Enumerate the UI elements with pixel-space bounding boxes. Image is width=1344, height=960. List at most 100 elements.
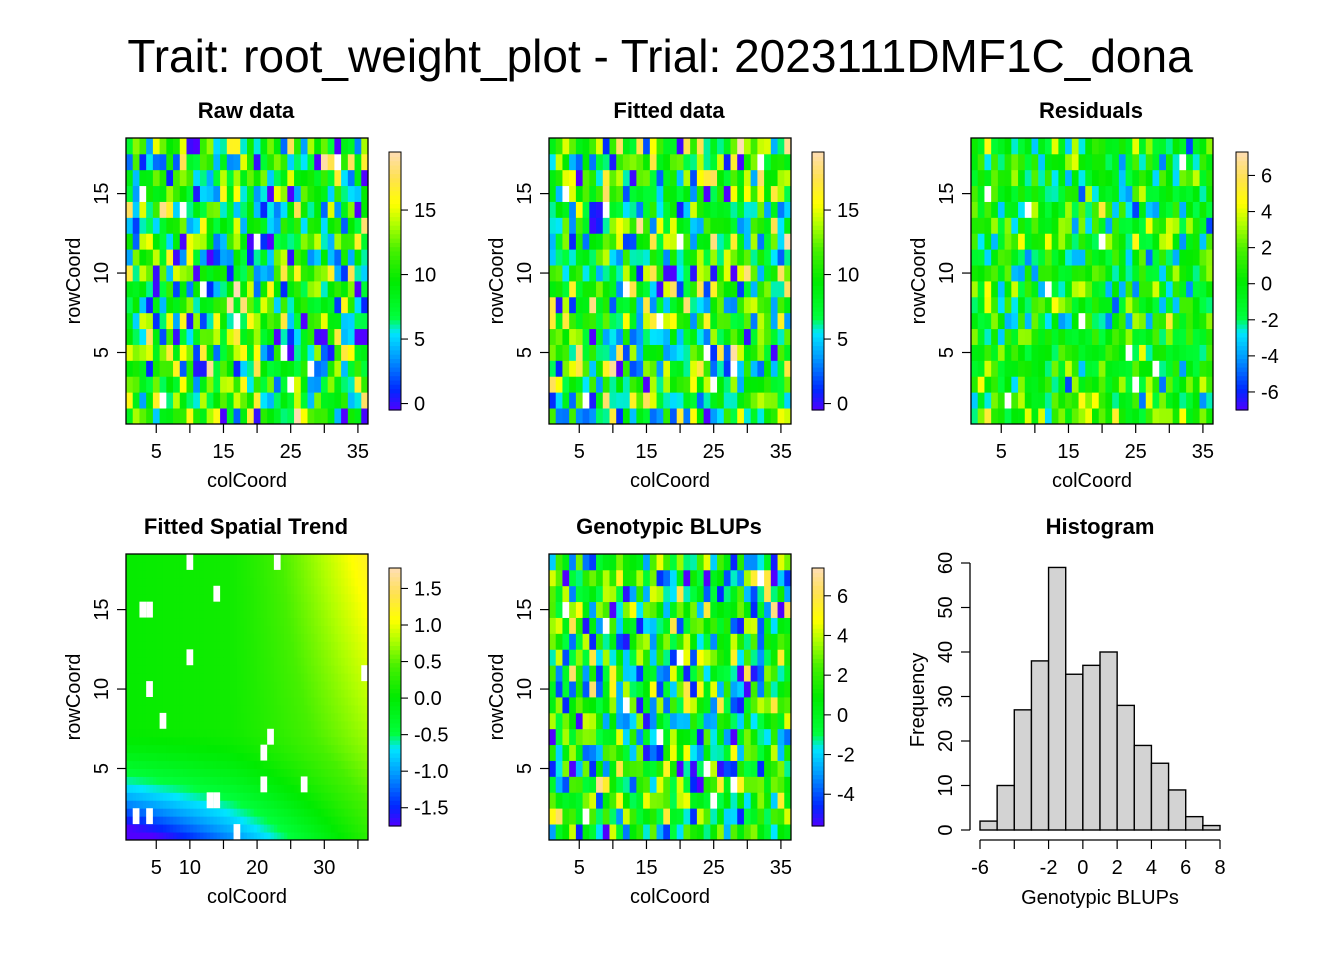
- trend-cell: [233, 720, 238, 730]
- heatmap-cell: [717, 296, 725, 314]
- trend-cell: [226, 760, 231, 769]
- heatmap-cell: [199, 249, 208, 266]
- heatmap-cell: [280, 392, 288, 409]
- heatmap-cell: [710, 249, 718, 266]
- heatmap-cell: [1132, 169, 1140, 187]
- colorbar-segment: [812, 671, 824, 677]
- heatmap-cell: [193, 312, 201, 330]
- heatmap-cell: [1152, 249, 1160, 266]
- heatmap-cell: [670, 153, 678, 171]
- heatmap-cell: [233, 392, 241, 409]
- heatmap-cell: [152, 153, 161, 171]
- heatmap-cell: [233, 344, 241, 361]
- colorbar-segment: [812, 705, 824, 711]
- trend-cell: [139, 554, 144, 563]
- heatmap-cell: [213, 153, 221, 171]
- heatmap-cell: [643, 681, 651, 698]
- trend-cell: [243, 728, 248, 738]
- trend-cell: [176, 554, 181, 563]
- heatmap-cell: [764, 585, 772, 603]
- heatmap-cell: [549, 792, 557, 809]
- heatmap-cell: [1098, 169, 1106, 187]
- heatmap-cell: [1199, 217, 1207, 234]
- trend-cell: [300, 808, 305, 817]
- trend-cell: [210, 784, 214, 793]
- heatmap-cell: [1051, 392, 1059, 409]
- heatmap-cell: [663, 296, 671, 314]
- heatmap-cell: [1092, 312, 1100, 330]
- heatmap-cell: [253, 201, 261, 218]
- heatmap-cell: [159, 153, 167, 171]
- trend-cell: [304, 633, 308, 642]
- colorbar-segment: [812, 692, 824, 698]
- heatmap-cell: [1038, 201, 1046, 218]
- colorbar-segment: [1236, 173, 1248, 179]
- trend-cell: [287, 728, 292, 738]
- trend-cell: [243, 792, 248, 801]
- heatmap-cell: [1172, 249, 1180, 266]
- trend-cell: [273, 593, 278, 603]
- heatmap-cell: [737, 185, 745, 202]
- heatmap-cell: [220, 328, 228, 345]
- trend-cell: [179, 633, 184, 642]
- heatmap-cell: [777, 265, 785, 282]
- heatmap-cell: [1038, 344, 1046, 361]
- trend-cell: [267, 554, 272, 563]
- heatmap-cell: [602, 633, 610, 650]
- trend-cell: [129, 593, 134, 603]
- trend-cell: [173, 800, 177, 809]
- trend-cell: [152, 824, 157, 833]
- heatmap-cell: [750, 233, 758, 250]
- trend-cell: [304, 625, 308, 634]
- heatmap-cell: [562, 585, 570, 603]
- trend-cell: [179, 673, 184, 682]
- heatmap-cell: [1145, 169, 1153, 187]
- heatmap-cell: [1186, 392, 1194, 409]
- trend-cell: [132, 625, 137, 634]
- trend-cell: [297, 824, 302, 833]
- heatmap-cell: [555, 744, 563, 761]
- trend-cell: [220, 744, 224, 754]
- heatmap-cell: [777, 776, 785, 793]
- heatmap-cell: [737, 712, 745, 730]
- heatmap-cell: [1018, 138, 1026, 155]
- trend-cell: [166, 649, 171, 658]
- colorbar-segment: [812, 602, 824, 608]
- heatmap-cell: [146, 344, 154, 361]
- heatmap-cell: [589, 617, 597, 634]
- trend-cell: [253, 800, 258, 809]
- heatmap-cell: [743, 217, 752, 234]
- colorbar-segment: [812, 203, 824, 209]
- heatmap-cell: [737, 649, 745, 666]
- heatmap-cell: [730, 296, 738, 314]
- y-tick-label: 10: [936, 262, 958, 284]
- heatmap-cell: [1105, 344, 1113, 361]
- heatmap-cell: [159, 408, 167, 425]
- heatmap-cell: [287, 185, 295, 202]
- trend-cell: [129, 816, 134, 825]
- heatmap-cell: [676, 360, 684, 377]
- heatmap-cell: [643, 824, 651, 841]
- trend-cell: [203, 824, 208, 833]
- trend-cell: [203, 800, 208, 809]
- trend-cell: [277, 625, 282, 634]
- heatmap-cell: [186, 265, 194, 282]
- heatmap-cell: [1018, 360, 1026, 377]
- trend-cell: [250, 792, 255, 801]
- heatmap-cell: [750, 824, 758, 841]
- heatmap-cell: [696, 554, 705, 571]
- heatmap-cell: [253, 153, 261, 171]
- heatmap-cell: [757, 665, 765, 682]
- heatmap-cell: [690, 153, 698, 171]
- heatmap-cell: [670, 281, 678, 298]
- colorbar-segment: [1236, 392, 1248, 398]
- heatmap-cell: [1098, 185, 1106, 202]
- heatmap-cell: [1159, 328, 1167, 345]
- heatmap-cell: [703, 201, 711, 218]
- heatmap-cell: [267, 233, 275, 250]
- heatmap-cell: [300, 201, 308, 218]
- heatmap-cell: [267, 328, 275, 345]
- trend-cell: [152, 768, 157, 777]
- trend-cell: [129, 800, 134, 809]
- trend-cell: [287, 633, 292, 642]
